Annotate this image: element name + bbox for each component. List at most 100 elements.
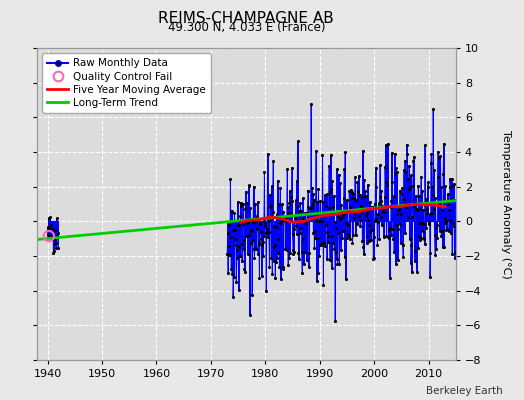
Point xyxy=(445,217,454,224)
Point xyxy=(412,205,421,212)
Point xyxy=(380,208,388,215)
Point xyxy=(322,222,330,228)
Point xyxy=(332,256,341,262)
Point xyxy=(392,165,401,172)
Point xyxy=(281,217,290,224)
Point xyxy=(241,266,249,272)
Point xyxy=(423,184,432,190)
Point xyxy=(263,226,271,232)
Point xyxy=(247,227,256,234)
Point xyxy=(296,200,304,206)
Point xyxy=(325,163,333,169)
Point xyxy=(274,250,282,257)
Point xyxy=(398,184,407,191)
Point xyxy=(402,204,411,210)
Point xyxy=(335,172,343,178)
Point xyxy=(351,210,359,217)
Point xyxy=(428,184,436,190)
Point xyxy=(367,204,375,210)
Point xyxy=(310,244,319,251)
Point xyxy=(250,255,259,261)
Point xyxy=(430,231,439,238)
Point xyxy=(410,248,419,254)
Point xyxy=(395,206,403,212)
Point xyxy=(316,242,325,248)
Point xyxy=(345,233,353,240)
Point xyxy=(278,201,286,207)
Point xyxy=(49,228,57,234)
Point xyxy=(54,245,62,252)
Point xyxy=(325,205,333,212)
Point xyxy=(259,253,267,260)
Point xyxy=(369,255,378,261)
Point xyxy=(331,219,339,225)
Point xyxy=(291,214,300,221)
Point xyxy=(261,220,269,226)
Point xyxy=(417,174,425,180)
Point xyxy=(392,211,401,217)
Point xyxy=(270,223,279,230)
Point xyxy=(298,269,306,276)
Point xyxy=(433,148,442,155)
Point xyxy=(320,239,329,246)
Point xyxy=(330,246,339,252)
Point xyxy=(436,184,445,190)
Point xyxy=(433,235,442,241)
Point xyxy=(407,242,416,248)
Point xyxy=(386,232,395,238)
Point xyxy=(356,203,365,209)
Point xyxy=(292,178,301,184)
Point xyxy=(408,213,417,220)
Point xyxy=(342,197,351,203)
Point xyxy=(396,221,404,228)
Point xyxy=(298,236,307,242)
Point xyxy=(394,257,402,263)
Point xyxy=(277,276,285,282)
Point xyxy=(380,194,389,200)
Point xyxy=(431,195,440,202)
Point xyxy=(385,227,394,234)
Text: 49.300 N, 4.033 E (France): 49.300 N, 4.033 E (France) xyxy=(168,21,325,34)
Point xyxy=(308,185,316,192)
Point xyxy=(364,182,372,188)
Point xyxy=(427,151,435,157)
Point xyxy=(260,216,268,222)
Point xyxy=(288,164,296,171)
Point xyxy=(255,241,263,248)
Point xyxy=(314,234,322,241)
Point xyxy=(246,312,254,318)
Point xyxy=(450,255,458,261)
Point xyxy=(423,210,431,216)
Point xyxy=(228,271,236,278)
Point xyxy=(352,197,361,203)
Point xyxy=(393,169,401,175)
Point xyxy=(265,228,273,235)
Point xyxy=(437,233,445,239)
Point xyxy=(323,256,331,262)
Point xyxy=(364,216,373,223)
Point xyxy=(286,250,294,256)
Point xyxy=(318,152,326,158)
Point xyxy=(234,287,243,293)
Point xyxy=(402,169,410,176)
Point xyxy=(368,227,376,234)
Point xyxy=(413,207,421,213)
Point xyxy=(244,251,252,257)
Point xyxy=(382,142,390,148)
Point xyxy=(240,237,248,243)
Point xyxy=(254,239,263,246)
Point xyxy=(236,253,244,259)
Point xyxy=(52,245,60,251)
Point xyxy=(357,217,365,224)
Point xyxy=(348,232,357,238)
Point xyxy=(48,235,57,242)
Point xyxy=(257,236,266,242)
Point xyxy=(365,222,374,228)
Point xyxy=(248,292,256,298)
Point xyxy=(281,214,289,220)
Point xyxy=(264,218,272,224)
Point xyxy=(436,153,445,160)
Y-axis label: Temperature Anomaly (°C): Temperature Anomaly (°C) xyxy=(501,130,511,278)
Point xyxy=(332,249,340,255)
Point xyxy=(362,212,370,219)
